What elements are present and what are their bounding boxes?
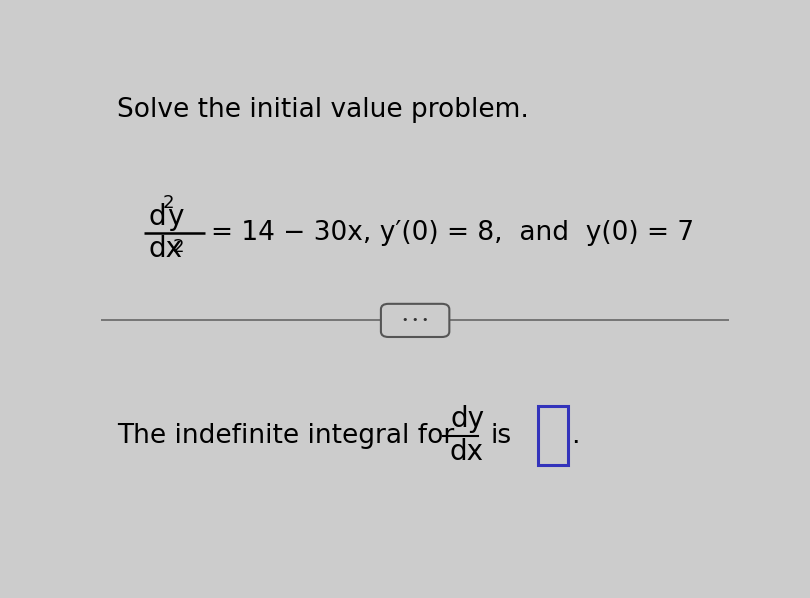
- Text: .: .: [571, 423, 580, 448]
- Text: dy: dy: [451, 405, 485, 433]
- Text: 2: 2: [162, 194, 173, 212]
- FancyBboxPatch shape: [538, 405, 568, 465]
- Text: dx: dx: [148, 235, 182, 263]
- Text: Solve the initial value problem.: Solve the initial value problem.: [117, 97, 529, 123]
- Text: dx: dx: [450, 438, 484, 466]
- Text: = 14 − 30x, y′(0) = 8,  and  y(0) = 7: = 14 − 30x, y′(0) = 8, and y(0) = 7: [211, 220, 694, 246]
- FancyBboxPatch shape: [381, 304, 450, 337]
- Text: 2: 2: [173, 237, 184, 255]
- Text: is: is: [490, 423, 512, 448]
- Text: The indefinite integral for: The indefinite integral for: [117, 423, 454, 448]
- Text: y: y: [167, 203, 184, 231]
- Text: • • •: • • •: [402, 315, 428, 325]
- Text: d: d: [148, 203, 166, 231]
